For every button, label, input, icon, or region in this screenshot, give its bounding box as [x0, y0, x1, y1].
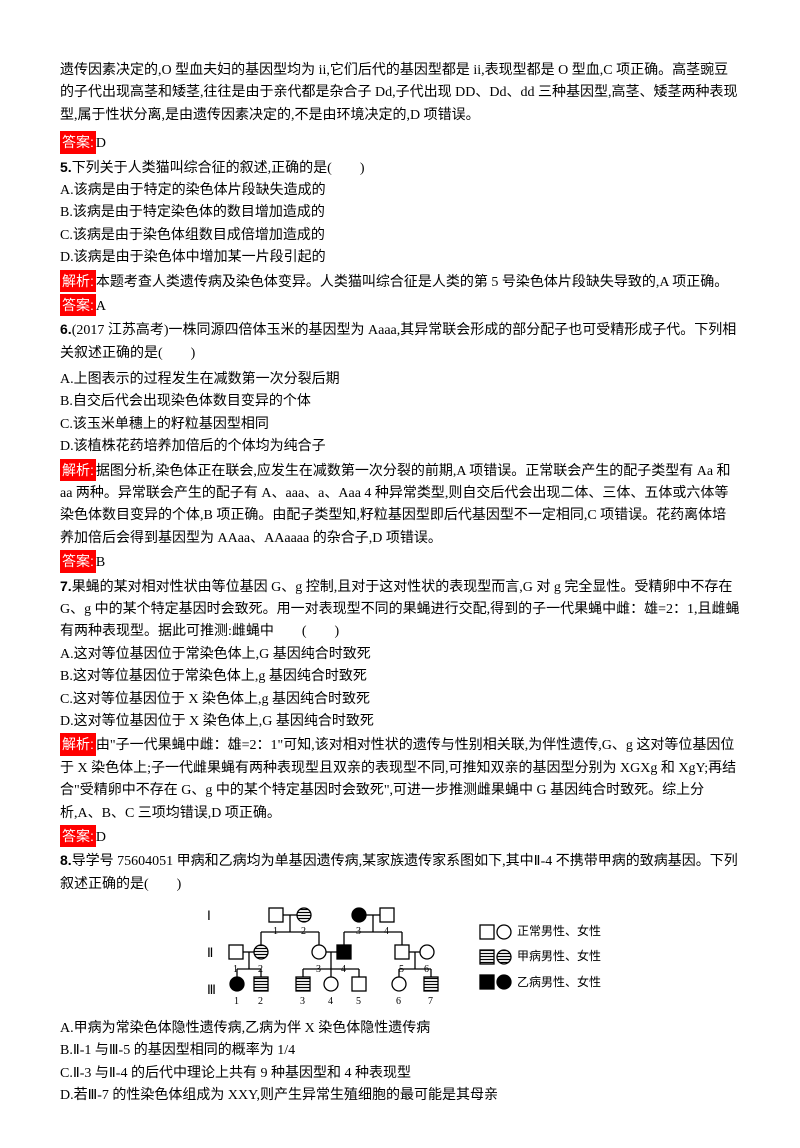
q7-option-b: B.这对等位基因位于常染色体上,g 基因纯合时致死: [60, 666, 740, 688]
legend-disease-a: 甲病男性、女性: [479, 947, 601, 966]
q8-option-d: D.若Ⅲ-7 的性染色体组成为 XXY,则产生异常生殖细胞的最可能是其母亲: [60, 1085, 740, 1107]
q8-option-b: B.Ⅱ-1 与Ⅲ-5 的基因型相同的概率为 1/4: [60, 1040, 740, 1062]
q7-answer-line: 答案:D: [60, 825, 740, 849]
legend-normal: 正常男性、女性: [479, 922, 601, 941]
q5-option-b: B.该病是由于特定染色体的数目增加造成的: [60, 202, 740, 224]
q6-answer-line: 答案:B: [60, 550, 740, 574]
legend-disease-b-icon: [479, 974, 513, 990]
legend-normal-icon: [479, 924, 513, 940]
q4-answer-line: 答案:D: [60, 131, 740, 155]
q6-analysis-text: 据图分析,染色体正在联会,应发生在减数第一次分裂的前期,A 项错误。正常联会产生…: [60, 464, 731, 546]
q5-answer-line: 答案:A: [60, 294, 740, 318]
q8-stem: 8.导学号 75604051 甲病和乙病均为单基因遗传病,某家族遗传家系图如下,…: [60, 849, 740, 896]
q7-stem: 7.果蝇的某对相对性状由等位基因 G、g 控制,且对于这对性状的表现型而言,G …: [60, 575, 740, 644]
q7-option-d: D.这对等位基因位于 X 染色体上,G 基因纯合时致死: [60, 711, 740, 733]
q7-option-a: A.这对等位基因位于常染色体上,G 基因纯合时致死: [60, 644, 740, 666]
q6-option-b: B.自交后代会出现染色体数目变异的个体: [60, 391, 740, 413]
answer-label: 答案:: [60, 131, 96, 153]
gen-label-I: Ⅰ: [207, 908, 211, 923]
q6-number: 6.: [60, 321, 72, 337]
gen-label-III: Ⅲ: [207, 982, 216, 997]
q5-option-c: C.该病是由于染色体组数目成倍增加造成的: [60, 225, 740, 247]
q7-option-c: C.这对等位基因位于 X 染色体上,g 基因纯合时致死: [60, 689, 740, 711]
pedigree-svg: Ⅰ Ⅱ Ⅲ 1 2 3 4 1 2: [199, 902, 449, 1012]
iii3-num: 3: [300, 996, 305, 1007]
intro-paragraph: 遗传因素决定的,O 型血夫妇的基因型均为 ii,它们后代的基因型都是 ii,表现…: [60, 60, 740, 127]
q6-option-c: C.该玉米单穗上的籽粒基因型相同: [60, 414, 740, 436]
q5-option-d: D.该病是由于染色体中增加某一片段引起的: [60, 247, 740, 269]
iii2-num: 2: [258, 996, 263, 1007]
q4-answer-value: D: [96, 136, 106, 151]
q8-lead-text: 导学号 75604051 甲病和乙病均为单基因遗传病,某家族遗传家系图如下,其中…: [60, 854, 738, 891]
gen-label-II: Ⅱ: [207, 945, 213, 960]
iii1-num: 1: [234, 996, 239, 1007]
q7-stem-text: 果蝇的某对相对性状由等位基因 G、g 控制,且对于这对性状的表现型而言,G 对 …: [60, 580, 740, 640]
analysis-label: 解析:: [60, 733, 96, 755]
legend-disease-b: 乙病男性、女性: [479, 973, 601, 992]
pedigree-figure: Ⅰ Ⅱ Ⅲ 1 2 3 4 1 2: [60, 902, 740, 1012]
q6-option-a: A.上图表示的过程发生在减数第一次分裂后期: [60, 369, 740, 391]
answer-label: 答案:: [60, 294, 96, 316]
q7-answer-value: D: [96, 830, 106, 845]
q7-analysis-text: 由"子一代果蝇中雌：雄=2：1"可知,该对相对性状的遗传与性别相关联,为伴性遗传…: [60, 738, 736, 820]
legend-disease-a-text: 甲病男性、女性: [517, 947, 601, 966]
q5-analysis-text: 本题考查人类遗传病及染色体变异。人类猫叫综合征是人类的第 5 号染色体片段缺失导…: [96, 275, 728, 290]
q7-number: 7.: [60, 578, 72, 594]
q5-stem: 5.下列关于人类猫叫综合征的叙述,正确的是( ): [60, 156, 740, 180]
q8-option-a: A.甲病为常染色体隐性遗传病,乙病为伴 X 染色体隐性遗传病: [60, 1018, 740, 1040]
pedigree-legend: 正常男性、女性 甲病男性、女性 乙病男性、女性: [479, 922, 601, 992]
q5-option-a: A.该病是由于特定的染色体片段缺失造成的: [60, 180, 740, 202]
analysis-label: 解析:: [60, 270, 96, 292]
iii4-num: 4: [328, 996, 333, 1007]
q5-answer-value: A: [96, 299, 106, 314]
q5-stem-text: 下列关于人类猫叫综合征的叙述,正确的是( ): [72, 161, 365, 176]
q6-analysis: 解析:据图分析,染色体正在联会,应发生在减数第一次分裂的前期,A 项错误。正常联…: [60, 459, 740, 551]
q8-number: 8.: [60, 852, 72, 868]
q6-answer-value: B: [96, 555, 105, 570]
iii5-num: 5: [356, 996, 361, 1007]
q5-analysis: 解析:本题考查人类遗传病及染色体变异。人类猫叫综合征是人类的第 5 号染色体片段…: [60, 270, 740, 294]
answer-label: 答案:: [60, 825, 96, 847]
iii6-num: 6: [396, 996, 401, 1007]
legend-disease-a-icon: [479, 949, 513, 965]
legend-normal-text: 正常男性、女性: [517, 922, 601, 941]
legend-disease-b-text: 乙病男性、女性: [517, 973, 601, 992]
q7-analysis: 解析:由"子一代果蝇中雌：雄=2：1"可知,该对相对性状的遗传与性别相关联,为伴…: [60, 733, 740, 825]
iii7-num: 7: [428, 996, 433, 1007]
q6-stem: 6.(2017 江苏高考)一株同源四倍体玉米的基因型为 Aaaa,其异常联会形成…: [60, 318, 740, 365]
answer-label: 答案:: [60, 550, 96, 572]
q6-option-d: D.该植株花药培养加倍后的个体均为纯合子: [60, 436, 740, 458]
q6-stem-text: (2017 江苏高考)一株同源四倍体玉米的基因型为 Aaaa,其异常联会形成的部…: [60, 323, 736, 360]
q8-option-c: C.Ⅱ-3 与Ⅱ-4 的后代中理论上共有 9 种基因型和 4 种表现型: [60, 1063, 740, 1085]
q5-number: 5.: [60, 159, 72, 175]
analysis-label: 解析:: [60, 459, 96, 481]
